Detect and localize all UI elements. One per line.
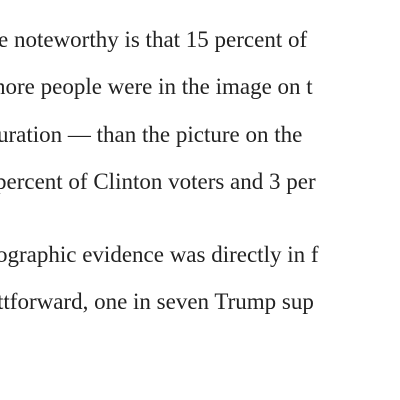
text-line: uration — than the picture on the xyxy=(0,122,303,147)
text-line: ographic evidence was directly in f xyxy=(0,242,319,267)
text-line: percent of Clinton voters and 3 per xyxy=(0,169,316,194)
text-line: nore people were in the image on t xyxy=(0,74,313,99)
text-line: e noteworthy is that 15 percent of xyxy=(0,27,308,52)
text-line: ttforward, one in seven Trump sup xyxy=(0,289,314,314)
